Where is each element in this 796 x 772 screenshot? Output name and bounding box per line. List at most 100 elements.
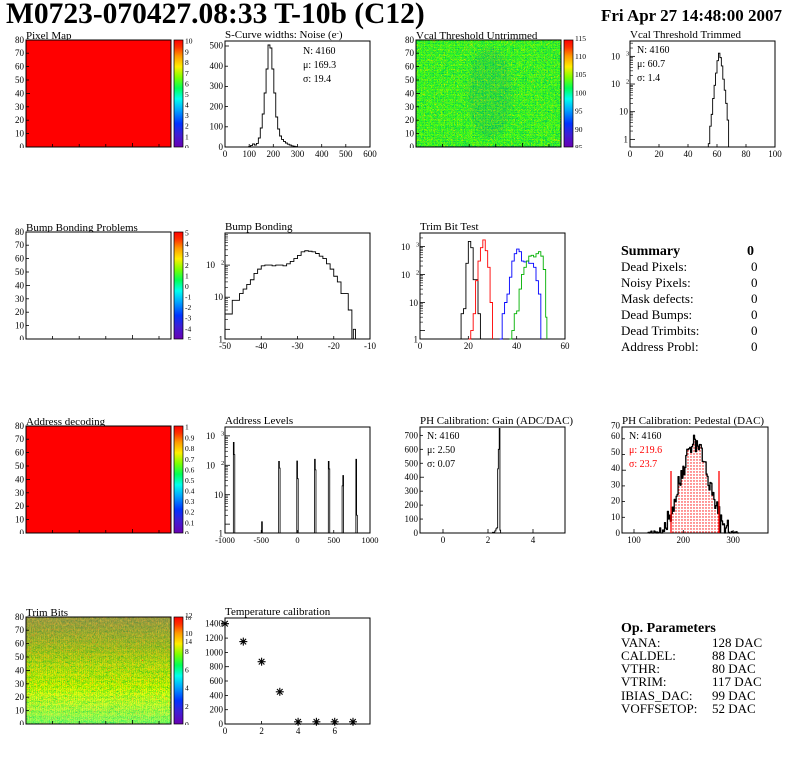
svg-text:μ: 2.50: μ: 2.50 (427, 445, 455, 456)
svg-text:10: 10 (619, 107, 629, 117)
svg-text:50: 50 (405, 75, 415, 85)
svg-text:0: 0 (418, 341, 423, 350)
svg-text:30: 30 (15, 679, 25, 689)
svg-text:40: 40 (15, 474, 25, 484)
svg-text:N: 4160: N: 4160 (629, 431, 662, 442)
svg-text:0: 0 (185, 529, 189, 534)
svg-text:1: 1 (185, 132, 189, 141)
svg-text:40: 40 (15, 280, 25, 290)
svg-text:20: 20 (405, 115, 415, 125)
svg-text:0: 0 (295, 535, 299, 544)
svg-text:0: 0 (414, 528, 419, 538)
svg-text:300: 300 (291, 149, 305, 158)
svg-text:2: 2 (626, 78, 629, 85)
svg-text:9: 9 (185, 48, 189, 57)
svg-text:200: 200 (267, 149, 281, 158)
svg-text:0.2: 0.2 (185, 508, 195, 517)
svg-text:60: 60 (15, 254, 25, 264)
svg-text:80: 80 (15, 421, 25, 431)
svg-text:VOFFSETOP:: VOFFSETOP: (621, 701, 697, 716)
svg-text:Address Probl:: Address Probl: (621, 339, 699, 354)
svg-text:Noisy Pixels:: Noisy Pixels: (621, 275, 691, 290)
svg-text:-1000: -1000 (215, 535, 235, 544)
svg-text:70: 70 (15, 625, 25, 635)
svg-text:Mask defects:: Mask defects: (621, 291, 694, 306)
svg-text:40: 40 (15, 88, 25, 98)
svg-text:10: 10 (15, 515, 25, 525)
svg-text:40: 40 (684, 149, 694, 158)
svg-text:500: 500 (339, 149, 353, 158)
svg-text:14: 14 (185, 638, 193, 646)
svg-text:3: 3 (185, 111, 189, 120)
svg-text:0: 0 (616, 528, 621, 538)
svg-text:10: 10 (405, 129, 415, 139)
svg-text:0: 0 (751, 339, 758, 354)
svg-text:0: 0 (185, 282, 189, 291)
svg-text:1: 1 (185, 271, 189, 280)
svg-text:8: 8 (185, 58, 189, 67)
svg-text:1000: 1000 (362, 535, 379, 544)
svg-text:16: 16 (185, 616, 191, 622)
svg-text:0: 0 (20, 528, 25, 534)
svg-text:PH Calibration: Gain (ADC/DAC): PH Calibration: Gain (ADC/DAC) (420, 415, 573, 427)
svg-text:40: 40 (512, 341, 522, 350)
svg-text:115: 115 (575, 34, 586, 43)
svg-text:100: 100 (210, 122, 224, 132)
svg-text:117 DAC: 117 DAC (712, 674, 762, 689)
svg-text:0: 0 (410, 142, 415, 148)
svg-text:-500: -500 (253, 535, 269, 544)
svg-text:52 DAC: 52 DAC (712, 701, 756, 716)
svg-text:Dead Trimbits:: Dead Trimbits: (621, 323, 699, 338)
svg-text:10: 10 (206, 431, 216, 441)
svg-text:20: 20 (655, 149, 665, 158)
svg-text:-5: -5 (185, 335, 191, 340)
svg-text:20: 20 (15, 692, 25, 702)
svg-text:30: 30 (15, 294, 25, 304)
svg-text:20: 20 (15, 115, 25, 125)
svg-text:10: 10 (611, 51, 621, 61)
svg-text:2: 2 (416, 269, 419, 276)
svg-text:6: 6 (185, 79, 189, 88)
svg-text:500: 500 (327, 535, 340, 544)
svg-text:1: 1 (624, 134, 629, 144)
svg-text:5: 5 (185, 229, 189, 238)
svg-text:60: 60 (611, 431, 621, 441)
svg-text:N: 4160: N: 4160 (303, 46, 336, 57)
svg-text:-10: -10 (364, 341, 376, 350)
svg-text:70: 70 (405, 48, 415, 58)
svg-text:10: 10 (206, 260, 216, 270)
svg-text:7: 7 (185, 69, 189, 78)
svg-text:40: 40 (611, 463, 621, 473)
svg-text:0: 0 (751, 275, 758, 290)
svg-text:200: 200 (677, 535, 691, 544)
svg-text:40: 40 (405, 88, 415, 98)
svg-text:N: 4160: N: 4160 (427, 431, 460, 442)
svg-text:60: 60 (15, 62, 25, 72)
svg-text:10: 10 (206, 461, 216, 471)
svg-text:-50: -50 (219, 341, 231, 350)
svg-text:400: 400 (405, 472, 419, 482)
svg-text:-30: -30 (292, 341, 304, 350)
svg-text:Address Levels: Address Levels (225, 415, 293, 427)
svg-text:85: 85 (575, 143, 583, 148)
svg-text:-3: -3 (185, 314, 191, 323)
svg-text:Vcal Threshold Trimmed: Vcal Threshold Trimmed (630, 29, 742, 41)
svg-text:0: 0 (223, 149, 228, 158)
svg-text:4: 4 (185, 684, 189, 693)
svg-text:0: 0 (185, 720, 189, 725)
svg-text:6: 6 (185, 665, 189, 674)
svg-text:0: 0 (20, 719, 25, 725)
svg-text:200: 200 (210, 101, 224, 111)
svg-text:600: 600 (210, 676, 224, 686)
svg-text:600: 600 (363, 149, 377, 158)
svg-text:10: 10 (401, 242, 411, 252)
svg-text:4: 4 (296, 726, 301, 735)
svg-text:70: 70 (15, 434, 25, 444)
svg-text:Dead Pixels:: Dead Pixels: (621, 259, 687, 274)
svg-text:-20: -20 (328, 341, 340, 350)
svg-text:50: 50 (15, 267, 25, 277)
svg-text:70: 70 (15, 240, 25, 250)
svg-text:3: 3 (221, 430, 224, 437)
svg-text:80: 80 (15, 612, 25, 622)
svg-text:σ: 1.4: σ: 1.4 (637, 73, 660, 84)
